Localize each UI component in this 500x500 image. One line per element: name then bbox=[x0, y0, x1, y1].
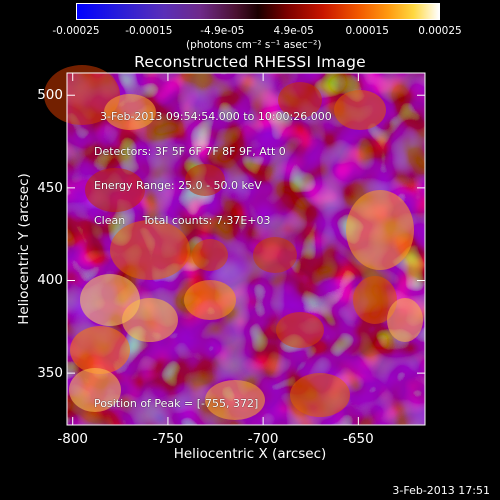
emission-region bbox=[110, 220, 190, 280]
emission-region bbox=[387, 298, 423, 342]
y-tick-label: 500 bbox=[37, 87, 63, 104]
colorbar-tick-label: 4.9e-05 bbox=[273, 25, 314, 37]
emission-region bbox=[334, 90, 386, 130]
energy-range-text: Energy Range: 25.0 - 50.0 keV bbox=[94, 179, 262, 192]
colorbar bbox=[76, 3, 440, 20]
observation-info: 3-Feb-2013 09:54:54.000 to 10:00:26.000 … bbox=[94, 88, 332, 238]
emission-region bbox=[122, 298, 178, 342]
y-tick-label: 400 bbox=[37, 272, 63, 289]
x-tick-label: -700 bbox=[247, 431, 279, 447]
x-tick-label: -800 bbox=[57, 431, 89, 447]
plot-frame bbox=[66, 72, 426, 426]
x-axis-label: Heliocentric X (arcsec) bbox=[173, 446, 327, 462]
peak-position-text: Position of Peak = [-755, 372] bbox=[94, 397, 259, 410]
emission-region bbox=[253, 237, 297, 273]
colorbar-tick-label: 0.00025 bbox=[418, 25, 462, 37]
emission-region bbox=[276, 312, 324, 348]
emission-region bbox=[69, 368, 121, 412]
emission-region bbox=[44, 65, 120, 125]
emission-region bbox=[278, 82, 322, 118]
emission-region bbox=[192, 239, 228, 271]
time-range-text: 3-Feb-2013 09:54:54.000 to 10:00:26.000 bbox=[100, 110, 332, 123]
y-axis-label: Heliocentric Y (arcsec) bbox=[16, 173, 32, 325]
detectors-text: Detectors: 3F 5F 6F 7F 8F 9F, Att 0 bbox=[94, 144, 286, 158]
emission-region bbox=[104, 94, 156, 130]
x-tick-label: -650 bbox=[343, 431, 374, 447]
colorbar-tick-label: 0.00015 bbox=[345, 25, 389, 37]
heatmap-image bbox=[44, 65, 425, 425]
colorbar-units: (photons cm⁻² s⁻¹ asec⁻²) bbox=[186, 39, 322, 51]
colorbar-tick-label: -4.9e-05 bbox=[200, 25, 245, 37]
emission-region bbox=[205, 380, 265, 420]
emission-region bbox=[290, 373, 350, 417]
x-tick-label: -750 bbox=[152, 431, 184, 447]
emission-region bbox=[346, 190, 414, 270]
y-tick-label: 350 bbox=[37, 365, 63, 382]
footer-timestamp: 3-Feb-2013 17:51 bbox=[392, 484, 490, 497]
y-tick-label: 450 bbox=[37, 179, 63, 196]
colorbar-tick-label: -0.00025 bbox=[52, 25, 100, 37]
emission-region bbox=[70, 326, 130, 374]
emission-region bbox=[184, 280, 236, 320]
emission-region bbox=[353, 276, 397, 324]
emission-region bbox=[85, 168, 145, 212]
axis-ticks bbox=[67, 73, 425, 425]
colorbar-tick-label: -0.00015 bbox=[125, 25, 173, 37]
emission-region bbox=[185, 164, 225, 196]
chart-title: Reconstructed RHESSI Image bbox=[134, 53, 366, 71]
clean-counts-text: Clean Total counts: 7.37E+03 bbox=[94, 213, 271, 227]
